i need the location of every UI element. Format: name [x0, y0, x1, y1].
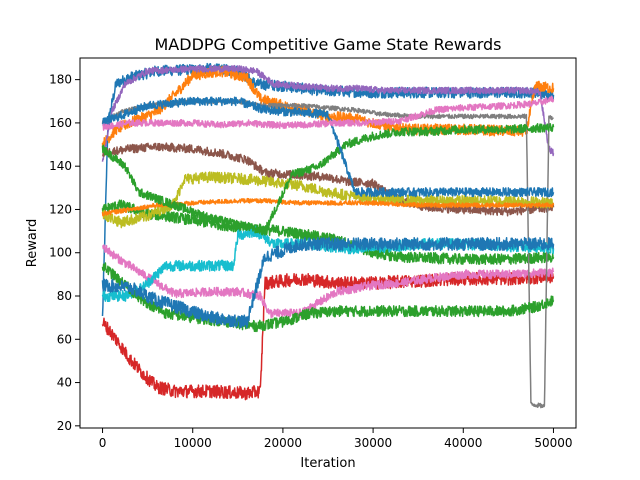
- series-line-14: [101, 123, 555, 236]
- y-tick-label: 20: [57, 419, 72, 433]
- series-line-13: [101, 197, 555, 217]
- series-line-16: [101, 95, 555, 131]
- y-tick-label: 100: [49, 246, 72, 260]
- y-tick-label: 40: [57, 376, 72, 390]
- y-tick-label: 180: [49, 73, 72, 87]
- series-line-12: [101, 236, 555, 329]
- x-axis-label: Iteration: [300, 456, 355, 471]
- series-layer: [101, 62, 555, 409]
- series-line-7: [102, 244, 555, 319]
- x-tick-label: 50000: [534, 436, 572, 450]
- series-line-5: [101, 64, 555, 162]
- series-line-4: [101, 269, 555, 401]
- y-tick-label: 160: [49, 116, 72, 130]
- plot-area-frame: [79, 57, 577, 429]
- y-tick-label: 80: [57, 289, 72, 303]
- series-line-6: [101, 142, 555, 217]
- x-tick-label: 40000: [444, 436, 482, 450]
- x-axis: 0 10000 20000 30000 40000 50000: [99, 428, 573, 450]
- y-axis-label: Reward: [25, 219, 40, 267]
- y-tick-label: 60: [57, 332, 72, 346]
- y-axis: 20 40 60 80 100 120 140 160 180: [49, 73, 80, 433]
- series-line-15: [102, 96, 555, 198]
- x-tick-label: 20000: [264, 436, 302, 450]
- x-tick-label: 30000: [354, 436, 392, 450]
- y-tick-label: 140: [49, 159, 72, 173]
- y-tick-label: 120: [49, 202, 72, 216]
- x-tick-label: 10000: [174, 436, 212, 450]
- chart-title: MADDPG Competitive Game State Rewards: [155, 35, 502, 54]
- x-tick-label: 0: [99, 436, 107, 450]
